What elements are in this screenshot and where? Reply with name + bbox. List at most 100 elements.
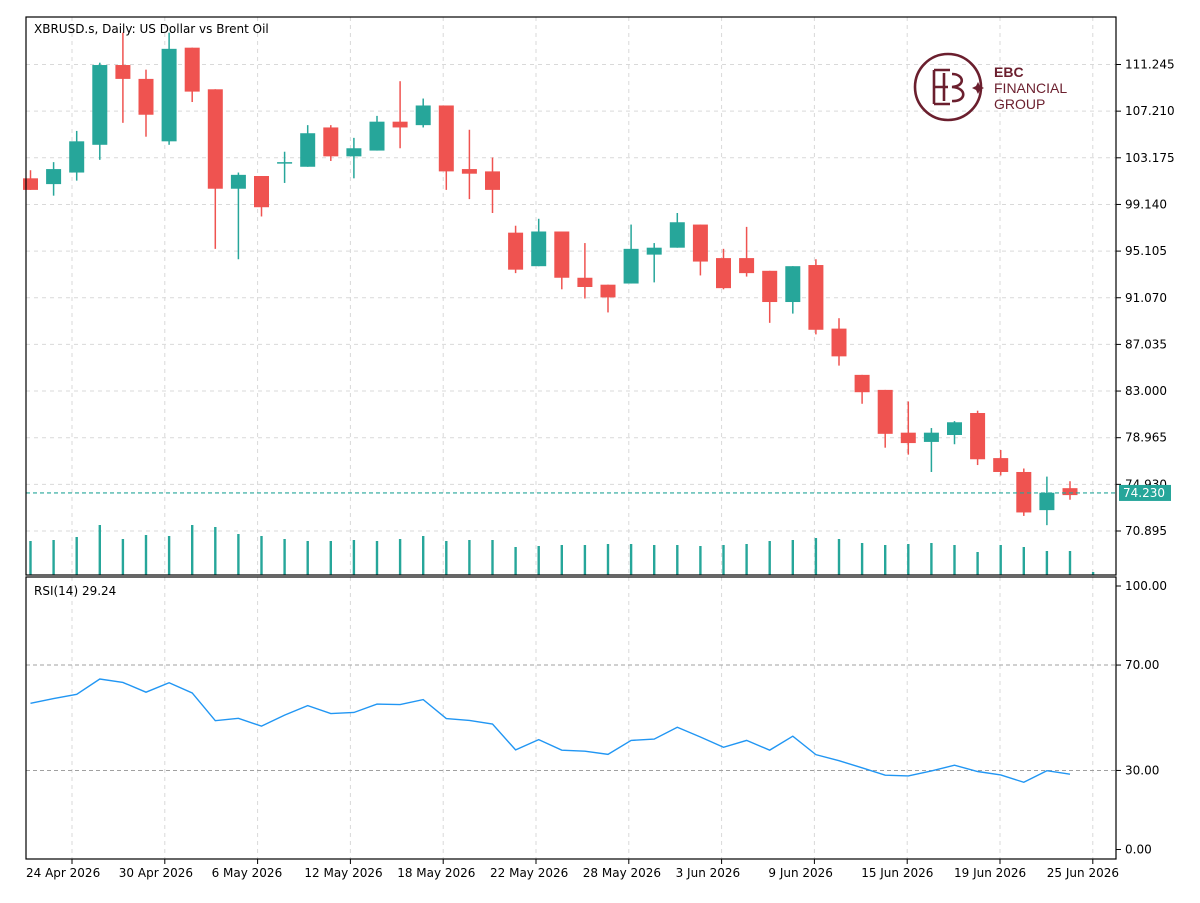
rsi-panel-frame — [25, 576, 1117, 860]
candle — [230, 172, 246, 260]
candle-body — [669, 222, 685, 248]
price-tick-label: 78.965 — [1125, 431, 1167, 445]
candle-body — [207, 89, 223, 189]
chart-title: XBRUSD.s, Daily: US Dollar vs Brent Oil — [34, 22, 269, 36]
price-tick-label: 91.070 — [1125, 291, 1167, 305]
candle — [254, 176, 269, 217]
candle-body — [923, 432, 939, 442]
ebc-monogram-icon — [913, 52, 983, 122]
candle-body — [808, 265, 824, 330]
candle — [808, 259, 824, 335]
candle — [115, 32, 131, 123]
candle — [438, 105, 454, 190]
candle — [623, 224, 639, 284]
last-price-tag-bg — [1119, 484, 1171, 501]
candle-body — [739, 258, 755, 274]
candle-body — [531, 231, 547, 267]
candlesticks — [23, 32, 1078, 526]
time-tick-label: 9 Jun 2026 — [768, 866, 833, 880]
candle-body — [877, 389, 893, 434]
candle — [739, 226, 755, 277]
candle-body — [1062, 488, 1078, 496]
candle — [369, 115, 385, 151]
candle-body — [230, 174, 246, 189]
candle-body — [485, 171, 500, 190]
price-tick-label: 83.000 — [1125, 384, 1167, 398]
candle — [1016, 468, 1032, 516]
candle-body — [716, 258, 731, 289]
candle — [785, 266, 801, 314]
candle — [554, 231, 570, 290]
rsi-axis: 100.00 70.00 30.00 0.00 — [1116, 579, 1167, 857]
price-tick-label: 87.035 — [1125, 337, 1167, 351]
volume-bars — [29, 525, 1095, 575]
candle — [277, 151, 293, 183]
candle-body — [831, 328, 847, 357]
time-tick-label: 22 May 2026 — [490, 866, 568, 880]
logo-line-1: EBC — [994, 64, 1024, 80]
candle — [531, 218, 547, 267]
candle-body — [1039, 492, 1055, 511]
time-tick-label: 25 Jun 2026 — [1047, 866, 1119, 880]
time-tick-label: 28 May 2026 — [583, 866, 661, 880]
price-tick-label: 103.175 — [1125, 151, 1175, 165]
candle-body — [115, 65, 131, 79]
candle — [577, 243, 593, 299]
candle — [207, 89, 223, 249]
candle-body — [970, 413, 986, 460]
candle-body — [161, 48, 177, 142]
candle — [92, 62, 108, 160]
candle — [138, 69, 154, 137]
main-panel-frame — [25, 16, 1117, 576]
logo-line-2: FINANCIAL — [994, 80, 1067, 96]
candle-body — [346, 148, 362, 157]
candle-body — [46, 169, 62, 185]
candle-body — [369, 121, 385, 151]
candle-body — [138, 78, 154, 115]
candle-body — [69, 141, 85, 173]
candle-body — [438, 105, 454, 172]
time-tick-label: 30 Apr 2026 — [119, 866, 193, 880]
candle — [970, 410, 986, 466]
candle — [508, 225, 524, 274]
candle-body — [323, 127, 339, 157]
price-tick-label: 70.895 — [1125, 524, 1167, 538]
candle — [947, 421, 962, 445]
candle-body — [646, 247, 662, 255]
candle-body — [461, 169, 477, 174]
candle-body — [993, 458, 1009, 472]
rsi-levels — [26, 664, 1116, 771]
price-gridlines — [26, 17, 1116, 575]
candle-body — [692, 224, 708, 262]
last-price-label: 74.230 — [1123, 486, 1165, 500]
candle — [600, 284, 616, 313]
candle — [1062, 481, 1078, 500]
candle — [461, 129, 477, 200]
candle-body — [623, 248, 639, 284]
time-tick-label: 19 Jun 2026 — [954, 866, 1026, 880]
time-axis: 24 Apr 2026 30 Apr 2026 6 May 2026 12 May 2… — [26, 859, 1119, 880]
candle — [392, 81, 408, 149]
candle-body — [785, 266, 801, 303]
candle — [485, 157, 500, 214]
sparkle-icon — [972, 82, 984, 94]
rsi-tick-label: 70.00 — [1125, 658, 1159, 672]
candle-body — [1016, 471, 1032, 513]
candle-body — [23, 178, 38, 190]
candle — [716, 248, 731, 290]
time-tick-label: 24 Apr 2026 — [26, 866, 100, 880]
candle-body — [92, 65, 108, 145]
candle-body — [762, 270, 778, 303]
price-tick-label: 99.140 — [1125, 197, 1167, 211]
rsi-label: RSI(14) 29.24 — [34, 584, 116, 598]
logo-line-3: GROUP — [994, 96, 1045, 112]
candle — [46, 162, 62, 196]
price-tick-label: 111.245 — [1125, 58, 1175, 72]
candle — [762, 270, 778, 323]
candle-body — [900, 432, 916, 444]
candle — [877, 389, 893, 448]
candle — [300, 125, 316, 167]
time-tick-label: 15 Jun 2026 — [861, 866, 933, 880]
candle-body — [947, 422, 962, 435]
